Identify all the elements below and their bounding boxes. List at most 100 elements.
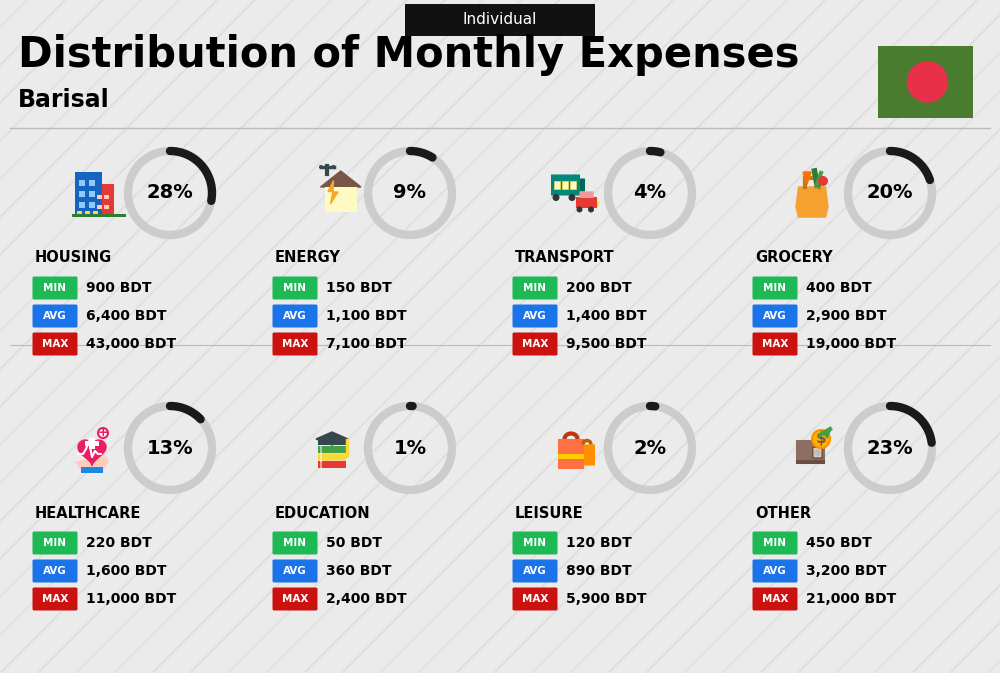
FancyBboxPatch shape — [318, 446, 346, 453]
Text: AVG: AVG — [283, 566, 307, 576]
FancyBboxPatch shape — [813, 447, 822, 458]
FancyBboxPatch shape — [512, 588, 558, 610]
FancyBboxPatch shape — [272, 332, 318, 355]
Text: MIN: MIN — [44, 283, 66, 293]
Text: 7,100 BDT: 7,100 BDT — [326, 337, 406, 351]
FancyBboxPatch shape — [796, 460, 825, 464]
FancyBboxPatch shape — [558, 439, 584, 469]
Circle shape — [588, 207, 594, 213]
Polygon shape — [76, 457, 108, 469]
Text: MAX: MAX — [762, 594, 788, 604]
Polygon shape — [796, 187, 828, 217]
Text: 20%: 20% — [867, 184, 913, 203]
FancyBboxPatch shape — [576, 197, 597, 208]
FancyBboxPatch shape — [104, 205, 108, 209]
FancyBboxPatch shape — [32, 304, 78, 328]
FancyBboxPatch shape — [796, 440, 825, 464]
Text: MAX: MAX — [522, 594, 548, 604]
FancyBboxPatch shape — [32, 532, 78, 555]
FancyBboxPatch shape — [32, 332, 78, 355]
FancyBboxPatch shape — [78, 180, 84, 186]
FancyBboxPatch shape — [512, 532, 558, 555]
FancyBboxPatch shape — [78, 191, 84, 197]
Text: 4%: 4% — [633, 184, 667, 203]
FancyBboxPatch shape — [94, 184, 114, 214]
FancyBboxPatch shape — [512, 559, 558, 583]
Text: 2,400 BDT: 2,400 BDT — [326, 592, 407, 606]
Text: HOUSING: HOUSING — [35, 250, 112, 266]
Text: AVG: AVG — [523, 566, 547, 576]
Circle shape — [319, 165, 323, 169]
Text: 120 BDT: 120 BDT — [566, 536, 632, 550]
FancyBboxPatch shape — [78, 202, 84, 208]
Text: 13%: 13% — [147, 439, 193, 458]
Text: AVG: AVG — [763, 311, 787, 321]
FancyBboxPatch shape — [74, 172, 102, 214]
Text: MAX: MAX — [282, 594, 308, 604]
Text: AVG: AVG — [43, 311, 67, 321]
FancyBboxPatch shape — [272, 559, 318, 583]
FancyBboxPatch shape — [579, 191, 594, 198]
Text: 5,900 BDT: 5,900 BDT — [566, 592, 646, 606]
FancyBboxPatch shape — [878, 46, 973, 118]
FancyBboxPatch shape — [512, 304, 558, 328]
Text: 220 BDT: 220 BDT — [86, 536, 152, 550]
Text: EDUCATION: EDUCATION — [275, 505, 371, 520]
FancyBboxPatch shape — [570, 180, 576, 188]
Text: OTHER: OTHER — [755, 505, 811, 520]
FancyBboxPatch shape — [104, 194, 108, 199]
Text: AVG: AVG — [43, 566, 67, 576]
FancyBboxPatch shape — [405, 4, 595, 36]
Text: 150 BDT: 150 BDT — [326, 281, 392, 295]
Text: 23%: 23% — [867, 439, 913, 458]
FancyBboxPatch shape — [318, 439, 346, 445]
Text: 9,500 BDT: 9,500 BDT — [566, 337, 646, 351]
Text: MIN: MIN — [524, 283, 546, 293]
FancyBboxPatch shape — [88, 191, 94, 197]
Text: 890 BDT: 890 BDT — [566, 564, 632, 578]
FancyBboxPatch shape — [85, 211, 90, 214]
FancyBboxPatch shape — [318, 461, 346, 468]
FancyBboxPatch shape — [89, 437, 95, 448]
Circle shape — [98, 428, 108, 438]
Text: LEISURE: LEISURE — [515, 505, 584, 520]
Circle shape — [812, 430, 830, 448]
Text: MIN: MIN — [524, 538, 546, 548]
Text: HEALTHCARE: HEALTHCARE — [35, 505, 141, 520]
FancyBboxPatch shape — [551, 174, 580, 196]
Circle shape — [552, 194, 560, 201]
Circle shape — [332, 165, 336, 169]
FancyBboxPatch shape — [753, 588, 798, 610]
Text: TRANSPORT: TRANSPORT — [515, 250, 615, 266]
Text: 21,000 BDT: 21,000 BDT — [806, 592, 896, 606]
Text: 200 BDT: 200 BDT — [566, 281, 632, 295]
FancyBboxPatch shape — [85, 441, 99, 446]
Text: MAX: MAX — [42, 594, 68, 604]
Text: MAX: MAX — [762, 339, 788, 349]
Text: 9%: 9% — [394, 184, 426, 203]
Text: MIN: MIN — [764, 283, 786, 293]
Text: 28%: 28% — [147, 184, 193, 203]
Text: MIN: MIN — [44, 538, 66, 548]
Text: +: + — [98, 427, 108, 439]
FancyBboxPatch shape — [272, 588, 318, 610]
Text: 1,100 BDT: 1,100 BDT — [326, 309, 407, 323]
Text: 360 BDT: 360 BDT — [326, 564, 392, 578]
Text: AVG: AVG — [283, 311, 307, 321]
FancyBboxPatch shape — [97, 205, 102, 209]
FancyBboxPatch shape — [97, 194, 102, 199]
Circle shape — [907, 62, 947, 102]
Text: GROCERY: GROCERY — [755, 250, 833, 266]
Text: 19,000 BDT: 19,000 BDT — [806, 337, 896, 351]
Circle shape — [814, 450, 821, 456]
Text: MIN: MIN — [284, 283, 306, 293]
Text: 43,000 BDT: 43,000 BDT — [86, 337, 176, 351]
Text: 1%: 1% — [393, 439, 427, 458]
FancyBboxPatch shape — [272, 304, 318, 328]
FancyBboxPatch shape — [753, 277, 798, 299]
FancyBboxPatch shape — [32, 559, 78, 583]
FancyBboxPatch shape — [554, 180, 560, 188]
Text: MAX: MAX — [42, 339, 68, 349]
FancyBboxPatch shape — [753, 304, 798, 328]
FancyBboxPatch shape — [597, 202, 599, 206]
